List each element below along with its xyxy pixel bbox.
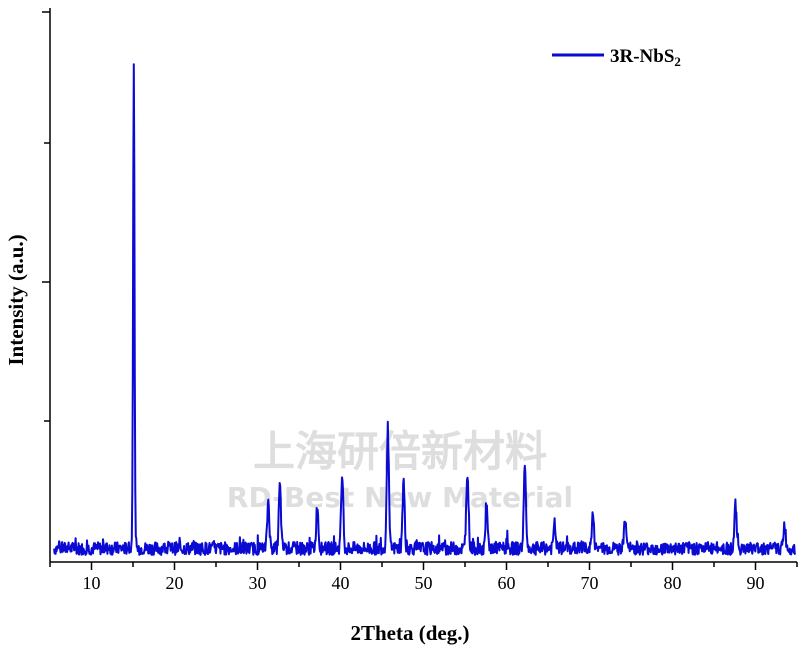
y-axis-ticks bbox=[42, 11, 50, 422]
x-tick-label: 20 bbox=[166, 573, 184, 593]
x-tick-label: 80 bbox=[664, 573, 682, 593]
x-tick-label: 40 bbox=[332, 573, 350, 593]
watermark-en: RD-Best New Material bbox=[227, 481, 573, 514]
x-axis-ticks bbox=[49, 562, 798, 570]
x-tick-label: 10 bbox=[83, 573, 101, 593]
y-axis-title: Intensity (a.u.) bbox=[4, 234, 28, 365]
legend: 3R-NbS2 bbox=[552, 46, 681, 69]
x-tick-label: 70 bbox=[581, 573, 599, 593]
legend-label-main: 3R-NbS bbox=[610, 46, 674, 67]
x-tick-label: 60 bbox=[498, 573, 516, 593]
plot-frame bbox=[49, 8, 797, 563]
watermark: 上海研倍新材料 RD-Best New Material bbox=[227, 427, 573, 514]
x-tick-label: 50 bbox=[415, 573, 433, 593]
x-tick-label: 90 bbox=[747, 573, 765, 593]
legend-label: 3R-NbS2 bbox=[610, 46, 681, 69]
x-axis-title: 2Theta (deg.) bbox=[351, 621, 470, 645]
x-axis-tick-labels: 10 20 30 40 50 60 70 80 90 bbox=[83, 573, 765, 593]
series-line-3r-nbs2 bbox=[53, 63, 797, 556]
legend-label-subscript: 2 bbox=[674, 54, 681, 69]
watermark-cn: 上海研倍新材料 bbox=[253, 427, 547, 476]
x-tick-label: 30 bbox=[249, 573, 267, 593]
